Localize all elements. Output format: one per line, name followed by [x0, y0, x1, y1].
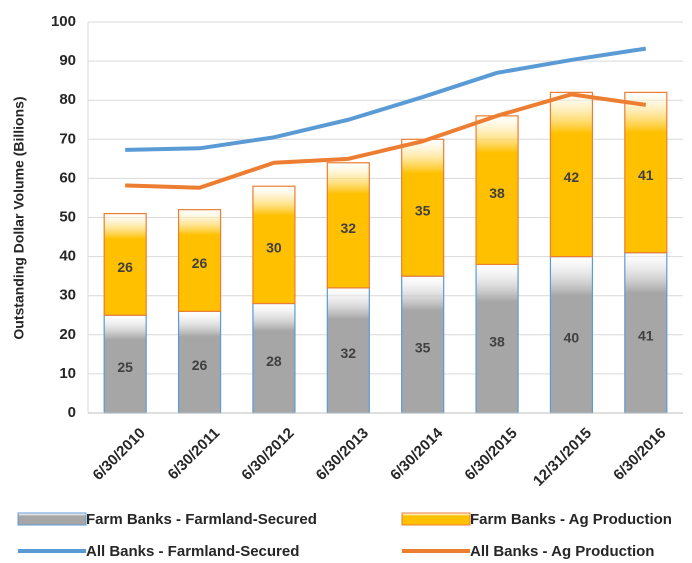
- x-tick-label: 6/30/2010: [90, 425, 149, 484]
- data-label: 38: [489, 185, 505, 201]
- data-label: 32: [341, 345, 357, 361]
- bar-segment: [624, 91, 668, 254]
- legend-label: Farm Banks - Farmland-Secured: [86, 511, 317, 528]
- y-tick-label: 20: [59, 326, 76, 343]
- bar-segment: [177, 209, 222, 312]
- legend-swatch: [401, 512, 471, 526]
- bar-segment: [401, 138, 445, 277]
- y-tick-label: 60: [59, 169, 76, 186]
- bar-segment: [549, 256, 594, 414]
- x-tick-label: 6/30/2012: [238, 425, 297, 484]
- data-label: 41: [638, 167, 654, 183]
- data-label: 42: [564, 169, 580, 185]
- data-label: 25: [117, 359, 133, 375]
- y-tick-label: 70: [59, 130, 76, 147]
- data-label: 26: [117, 259, 133, 275]
- legend-label: All Banks - Farmland-Secured: [86, 543, 299, 560]
- bar-segment: [103, 212, 147, 316]
- data-label: 28: [266, 353, 282, 369]
- y-tick-label: 90: [59, 52, 76, 69]
- y-tick-label: 30: [59, 287, 76, 304]
- data-label: 35: [415, 202, 431, 218]
- data-label: 26: [192, 357, 208, 373]
- data-label: 41: [638, 328, 654, 344]
- data-label: 35: [415, 339, 431, 355]
- x-tick-label: 6/30/2013: [313, 425, 372, 484]
- data-label: 38: [489, 333, 505, 349]
- x-tick-label: 12/31/2015: [530, 425, 595, 490]
- data-label: 40: [564, 330, 580, 346]
- legend-swatch: [17, 512, 87, 526]
- x-tick-label: 6/30/2011: [165, 425, 224, 484]
- x-tick-label: 6/30/2016: [610, 425, 669, 484]
- y-tick-label: 80: [59, 91, 76, 108]
- data-label: 30: [266, 240, 282, 256]
- y-axis-label: Outstanding Dollar Volume (Billions): [11, 96, 27, 339]
- bar-segment: [103, 314, 147, 414]
- legend-label: All Banks - Ag Production: [470, 543, 654, 560]
- data-label: 32: [341, 220, 357, 236]
- legend-label: Farm Banks - Ag Production: [470, 511, 672, 528]
- bar-segment: [252, 185, 296, 305]
- line: [125, 92, 647, 190]
- bar-segment: [549, 91, 594, 258]
- line: [125, 46, 647, 152]
- y-tick-label: 10: [59, 365, 76, 382]
- bar-segment: [475, 115, 519, 266]
- x-tick-label: 6/30/2015: [461, 425, 520, 484]
- x-tick-label: 6/30/2014: [387, 424, 447, 484]
- y-tick-label: 0: [68, 404, 76, 421]
- y-tick-label: 40: [59, 248, 76, 265]
- data-label: 26: [192, 255, 208, 271]
- bar-segment: [624, 252, 668, 414]
- bar-segment: [326, 162, 370, 289]
- y-tick-label: 100: [51, 13, 76, 30]
- y-tick-label: 50: [59, 208, 76, 225]
